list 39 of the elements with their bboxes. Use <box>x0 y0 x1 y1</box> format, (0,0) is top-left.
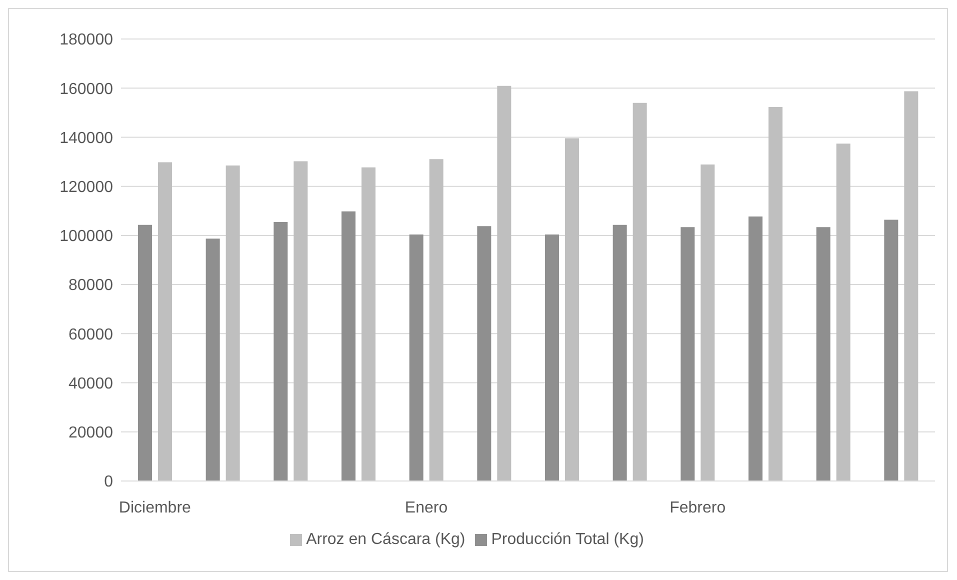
y-tick-label: 60000 <box>68 326 114 344</box>
bar <box>904 91 918 481</box>
bar <box>545 234 559 481</box>
bar <box>274 222 288 481</box>
bar <box>497 86 512 481</box>
bar <box>138 224 152 481</box>
bar <box>158 162 172 481</box>
legend-label: Producción Total (Kg) <box>491 531 644 548</box>
y-tick-label: 140000 <box>60 130 114 147</box>
bar <box>342 211 356 481</box>
y-tick-label: 40000 <box>68 375 114 392</box>
bar <box>429 159 444 481</box>
y-tick-label: 20000 <box>68 424 114 442</box>
bar <box>294 161 308 481</box>
x-tick-label: Enero <box>404 499 448 516</box>
bar <box>477 226 492 481</box>
y-tick-label: 0 <box>104 474 114 491</box>
bar <box>226 165 240 481</box>
bar <box>409 234 424 481</box>
bar <box>565 138 579 481</box>
y-tick-label: 100000 <box>60 228 114 246</box>
y-tick-label: 180000 <box>60 32 114 49</box>
y-tick-label: 160000 <box>60 80 114 98</box>
legend-label: Arroz en Cáscara (Kg) <box>306 531 466 548</box>
bar <box>206 238 220 481</box>
bar <box>362 167 376 481</box>
bar <box>680 227 695 481</box>
bar <box>836 144 850 481</box>
y-tick-label: 80000 <box>68 277 114 294</box>
bar <box>612 224 627 481</box>
bar <box>700 164 715 481</box>
bar <box>816 227 830 481</box>
x-tick-label: Febrero <box>670 499 726 516</box>
bar <box>748 216 762 481</box>
y-tick-label: 120000 <box>60 179 114 196</box>
bar <box>632 102 647 481</box>
x-tick-label: Diciembre <box>118 499 192 516</box>
bar <box>884 220 898 481</box>
bar <box>768 107 782 481</box>
